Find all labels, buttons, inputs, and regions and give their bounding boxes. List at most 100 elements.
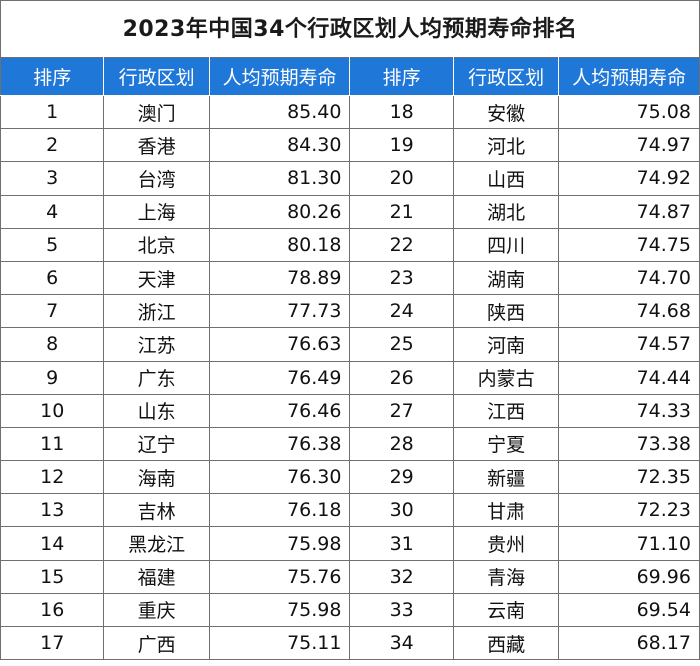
rank-cell: 11 bbox=[0, 426, 105, 462]
life-expectancy-cell: 73.38 bbox=[558, 426, 700, 462]
rank-cell: 18 bbox=[349, 94, 454, 130]
region-cell: 内蒙古 bbox=[452, 360, 560, 395]
region-cell: 陕西 bbox=[452, 294, 560, 329]
rank-cell: 9 bbox=[0, 360, 105, 395]
rank-cell: 31 bbox=[349, 526, 454, 561]
rank-cell: 33 bbox=[349, 592, 454, 628]
table-row: 4 上海 80.26 21 湖北 74.87 bbox=[0, 194, 700, 229]
header-rank-right: 排序 bbox=[349, 57, 454, 96]
life-expectancy-cell: 75.08 bbox=[558, 94, 700, 130]
life-expectancy-cell: 74.97 bbox=[558, 128, 700, 163]
table-row: 16 重庆 75.98 33 云南 69.54 bbox=[0, 592, 700, 628]
table-body: 1 澳门 85.40 18 安徽 75.08 2 香港 84.30 19 河北 74.97 3 台湾 81.… bbox=[0, 94, 700, 661]
rank-cell: 27 bbox=[349, 393, 454, 428]
rank-cell: 26 bbox=[349, 360, 454, 395]
rank-cell: 32 bbox=[349, 559, 454, 594]
life-expectancy-cell: 80.18 bbox=[208, 227, 351, 262]
table-row: 3 台湾 81.30 20 山西 74.92 bbox=[0, 161, 700, 196]
rank-cell: 1 bbox=[0, 94, 105, 130]
region-cell: 广西 bbox=[103, 625, 210, 661]
rank-cell: 24 bbox=[349, 294, 454, 329]
region-cell: 广东 bbox=[103, 360, 210, 395]
rank-cell: 14 bbox=[0, 526, 105, 561]
region-cell: 福建 bbox=[103, 559, 210, 594]
rank-cell: 13 bbox=[0, 493, 105, 528]
life-expectancy-cell: 74.33 bbox=[558, 393, 700, 428]
region-cell: 山西 bbox=[452, 161, 560, 196]
table-title: 2023年中国34个行政区划人均预期寿命排名 bbox=[0, 0, 700, 57]
rank-cell: 8 bbox=[0, 327, 105, 362]
life-expectancy-cell: 74.87 bbox=[558, 194, 700, 229]
rank-cell: 17 bbox=[0, 625, 105, 661]
header-region-right: 行政区划 bbox=[452, 57, 560, 96]
life-expectancy-cell: 78.89 bbox=[208, 260, 351, 296]
life-expectancy-cell: 74.92 bbox=[558, 161, 700, 196]
region-cell: 台湾 bbox=[103, 161, 210, 196]
rank-cell: 12 bbox=[0, 460, 105, 495]
region-cell: 黑龙江 bbox=[103, 526, 210, 561]
life-expectancy-cell: 74.44 bbox=[558, 360, 700, 395]
life-expectancy-cell: 69.96 bbox=[558, 559, 700, 594]
life-expectancy-cell: 74.75 bbox=[558, 227, 700, 262]
table-row: 10 山东 76.46 27 江西 74.33 bbox=[0, 393, 700, 428]
life-expectancy-cell: 85.40 bbox=[208, 94, 351, 130]
life-expectancy-cell: 76.38 bbox=[208, 426, 351, 462]
life-expectancy-cell: 74.70 bbox=[558, 260, 700, 296]
life-expectancy-cell: 72.35 bbox=[558, 460, 700, 495]
region-cell: 海南 bbox=[103, 460, 210, 495]
rank-cell: 15 bbox=[0, 559, 105, 594]
region-cell: 宁夏 bbox=[452, 426, 560, 462]
ranking-table: 排序 行政区划 人均预期寿命 排序 行政区划 人均预期寿命 1 澳门 85.40 18… bbox=[0, 57, 700, 661]
region-cell: 天津 bbox=[103, 260, 210, 296]
region-cell: 安徽 bbox=[452, 94, 560, 130]
life-expectancy-cell: 76.46 bbox=[208, 393, 351, 428]
life-expectancy-cell: 77.73 bbox=[208, 294, 351, 329]
region-cell: 香港 bbox=[103, 128, 210, 163]
life-expectancy-cell: 76.30 bbox=[208, 460, 351, 495]
region-cell: 西藏 bbox=[452, 625, 560, 661]
region-cell: 河南 bbox=[452, 327, 560, 362]
rank-cell: 4 bbox=[0, 194, 105, 229]
life-expectancy-cell: 69.54 bbox=[558, 592, 700, 628]
rank-cell: 19 bbox=[349, 128, 454, 163]
region-cell: 湖南 bbox=[452, 260, 560, 296]
region-cell: 贵州 bbox=[452, 526, 560, 561]
table-row: 6 天津 78.89 23 湖南 74.70 bbox=[0, 260, 700, 296]
region-cell: 辽宁 bbox=[103, 426, 210, 462]
region-cell: 四川 bbox=[452, 227, 560, 262]
table-row: 2 香港 84.30 19 河北 74.97 bbox=[0, 128, 700, 163]
table-row: 11 辽宁 76.38 28 宁夏 73.38 bbox=[0, 426, 700, 462]
rank-cell: 3 bbox=[0, 161, 105, 196]
table-row: 13 吉林 76.18 30 甘肃 72.23 bbox=[0, 493, 700, 528]
rank-cell: 30 bbox=[349, 493, 454, 528]
region-cell: 河北 bbox=[452, 128, 560, 163]
rank-cell: 25 bbox=[349, 327, 454, 362]
life-expectancy-cell: 84.30 bbox=[208, 128, 351, 163]
rank-cell: 7 bbox=[0, 294, 105, 329]
rank-cell: 29 bbox=[349, 460, 454, 495]
rank-cell: 2 bbox=[0, 128, 105, 163]
life-expectancy-cell: 76.63 bbox=[208, 327, 351, 362]
region-cell: 云南 bbox=[452, 592, 560, 628]
header-rank-left: 排序 bbox=[0, 57, 105, 96]
rank-cell: 22 bbox=[349, 227, 454, 262]
region-cell: 上海 bbox=[103, 194, 210, 229]
rank-cell: 6 bbox=[0, 260, 105, 296]
region-cell: 澳门 bbox=[103, 94, 210, 130]
life-expectancy-cell: 72.23 bbox=[558, 493, 700, 528]
life-expectancy-cell: 76.18 bbox=[208, 493, 351, 528]
region-cell: 湖北 bbox=[452, 194, 560, 229]
rank-cell: 23 bbox=[349, 260, 454, 296]
life-expectancy-cell: 75.98 bbox=[208, 526, 351, 561]
rank-cell: 16 bbox=[0, 592, 105, 628]
region-cell: 浙江 bbox=[103, 294, 210, 329]
life-expectancy-cell: 81.30 bbox=[208, 161, 351, 196]
life-expectancy-cell: 75.98 bbox=[208, 592, 351, 628]
table-row: 8 江苏 76.63 25 河南 74.57 bbox=[0, 327, 700, 362]
header-life-left: 人均预期寿命 bbox=[208, 57, 351, 96]
region-cell: 重庆 bbox=[103, 592, 210, 628]
region-cell: 江西 bbox=[452, 393, 560, 428]
table-row: 7 浙江 77.73 24 陕西 74.68 bbox=[0, 294, 700, 329]
region-cell: 北京 bbox=[103, 227, 210, 262]
